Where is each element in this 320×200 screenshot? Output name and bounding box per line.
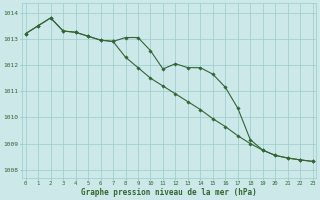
X-axis label: Graphe pression niveau de la mer (hPa): Graphe pression niveau de la mer (hPa) (81, 188, 257, 197)
